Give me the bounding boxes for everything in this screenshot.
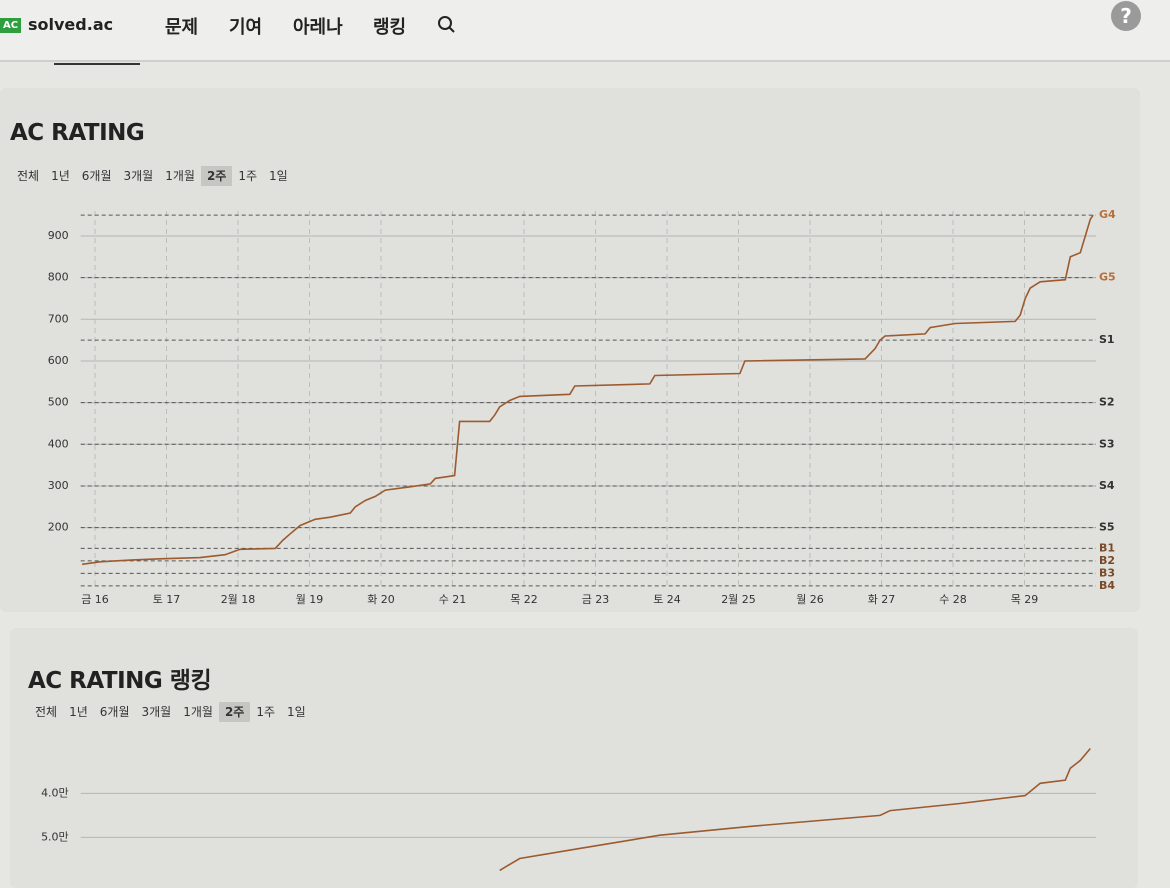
data-line	[499, 747, 1091, 872]
nav-item[interactable]: 문제	[165, 17, 199, 38]
y-tick-label: 800	[48, 271, 69, 284]
period-tab[interactable]: 1년	[69, 705, 88, 719]
search-icon[interactable]	[437, 15, 457, 35]
period-tabs: 전체 1년 6개월 3개월 1개월 2주 1주 1일	[29, 701, 312, 722]
tier-label: B1	[1099, 541, 1115, 554]
nav-item[interactable]: 랭킹	[373, 17, 407, 38]
tier-label: G5	[1099, 271, 1116, 284]
chart-title: AC RATING 랭킹	[28, 668, 212, 694]
x-tick-label: 2월 25	[721, 593, 756, 606]
x-tick-label: 금 16	[81, 593, 109, 606]
period-tab[interactable]: 2주	[218, 702, 251, 722]
x-tick-label: 월 19	[296, 593, 324, 606]
x-tick-label: 토 17	[153, 593, 181, 606]
x-tick-label: 월 26	[796, 593, 824, 606]
nav-item[interactable]: 기여	[229, 17, 263, 38]
data-line	[81, 214, 1094, 566]
x-tick-label: 수 21	[439, 593, 467, 606]
y-tick-label: 700	[48, 312, 69, 325]
period-tab[interactable]: 1주	[238, 169, 258, 183]
chart-title: AC RATING	[10, 120, 145, 146]
y-tick-label: 500	[48, 396, 69, 409]
x-tick-label: 화 20	[367, 593, 395, 606]
tier-label: S2	[1099, 396, 1115, 409]
period-tab[interactable]: 3개월	[141, 705, 172, 719]
x-tick-label: 수 28	[939, 593, 967, 606]
tier-label: B4	[1099, 579, 1115, 592]
x-tick-label: 토 24	[653, 593, 681, 606]
x-tick-label: 2월 18	[221, 593, 256, 606]
tier-label: S5	[1099, 521, 1115, 534]
tier-label: S3	[1099, 437, 1115, 450]
period-tab[interactable]: 1일	[269, 169, 288, 183]
help-button[interactable]: ?	[1111, 1, 1141, 31]
period-tab[interactable]: 2주	[200, 166, 233, 186]
x-tick-label: 목 22	[510, 593, 538, 606]
x-tick-label: 화 27	[868, 593, 896, 606]
period-tab[interactable]: 1개월	[183, 705, 213, 719]
logo[interactable]: solved.ac	[28, 15, 114, 34]
active-indicator	[54, 63, 140, 65]
period-tab[interactable]: 3개월	[123, 169, 154, 183]
tier-label: B2	[1099, 554, 1115, 567]
y-tick-label: 4.0만	[41, 786, 69, 799]
period-tab[interactable]: 전체	[35, 705, 58, 719]
period-tab[interactable]: 전체	[17, 169, 40, 183]
tier-label: G4	[1099, 208, 1116, 221]
period-tabs: 전체 1년 6개월 3개월 1개월 2주 1주 1일	[11, 165, 294, 186]
y-tick-label: 200	[48, 521, 69, 534]
period-tab[interactable]: 1년	[51, 169, 70, 183]
period-tab[interactable]: 1일	[287, 705, 306, 719]
period-tab[interactable]: 6개월	[99, 705, 130, 719]
period-tab[interactable]: 6개월	[81, 169, 112, 183]
y-tick-label: 300	[48, 479, 69, 492]
period-tab[interactable]: 1개월	[165, 169, 195, 183]
tier-label: S4	[1099, 479, 1115, 492]
y-tick-label: 600	[48, 354, 69, 367]
rating-card	[0, 88, 1140, 612]
nav-item[interactable]: 아레나	[293, 17, 343, 38]
tier-label: B3	[1099, 566, 1115, 579]
x-tick-label: 금 23	[582, 593, 610, 606]
y-tick-label: 5.0만	[41, 830, 69, 843]
period-tab[interactable]: 1주	[256, 705, 276, 719]
x-tick-label: 목 29	[1011, 593, 1039, 606]
header: AC solved.ac 문제 기여 아레나 랭킹 ?	[0, 0, 1170, 65]
logo-badge[interactable]: AC	[0, 18, 22, 33]
y-tick-label: 400	[48, 437, 69, 450]
ranking-card	[10, 628, 1138, 888]
y-tick-label: 900	[48, 229, 69, 242]
tier-label: S1	[1099, 333, 1115, 346]
